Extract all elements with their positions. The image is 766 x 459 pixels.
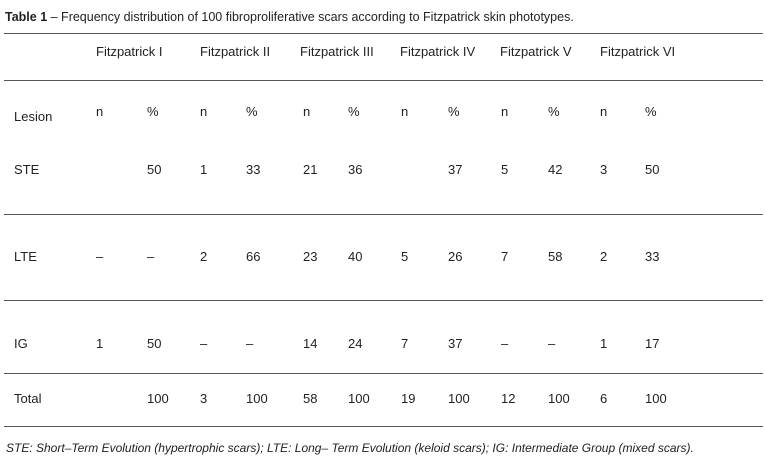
cell-percent: 100 xyxy=(645,391,667,406)
subheader-n: n xyxy=(303,104,311,119)
cell-percent: 33 xyxy=(645,249,660,264)
cell-n: 6 xyxy=(600,391,608,406)
cell-n: – xyxy=(200,336,208,351)
column-header-phototype: Fitzpatrick VI xyxy=(600,44,676,59)
column-header-phototype: Fitzpatrick II xyxy=(200,44,271,59)
subheader-n: n xyxy=(501,104,509,119)
total-top-rule xyxy=(4,373,763,374)
table-caption: Table 1 – Frequency distribution of 100 … xyxy=(5,10,574,24)
cell-percent: 37 xyxy=(448,336,463,351)
cell-n: 7 xyxy=(401,336,409,351)
cell-percent: – xyxy=(246,336,254,351)
table-bottom-rule xyxy=(4,426,763,427)
table-footnote: STE: Short–Term Evolution (hypertrophic … xyxy=(6,441,694,455)
cell-percent: 100 xyxy=(246,391,268,406)
cell-n: 5 xyxy=(501,162,509,177)
cell-n: 7 xyxy=(501,249,509,264)
cell-percent: 33 xyxy=(246,162,261,177)
row-label: LTE xyxy=(14,249,37,264)
subheader-n: n xyxy=(96,104,104,119)
cell-percent: 42 xyxy=(548,162,563,177)
cell-percent: 40 xyxy=(348,249,363,264)
subheader-n: n xyxy=(401,104,409,119)
subheader-percent: % xyxy=(246,104,258,119)
cell-n: 2 xyxy=(200,249,208,264)
cell-percent: 100 xyxy=(448,391,470,406)
subheader-n: n xyxy=(200,104,208,119)
row-label: Total xyxy=(14,391,42,406)
cell-percent: – xyxy=(147,249,155,264)
cell-percent: 58 xyxy=(548,249,563,264)
cell-percent: 26 xyxy=(448,249,463,264)
cell-n: 14 xyxy=(303,336,318,351)
subheader-n: n xyxy=(600,104,608,119)
cell-n: – xyxy=(96,249,104,264)
row-divider xyxy=(4,300,763,301)
cell-percent: 24 xyxy=(348,336,363,351)
cell-percent: 50 xyxy=(645,162,660,177)
cell-percent: 100 xyxy=(548,391,570,406)
table-caption-label: Table 1 xyxy=(5,10,48,24)
cell-n: 23 xyxy=(303,249,318,264)
cell-n: 58 xyxy=(303,391,318,406)
cell-n: 3 xyxy=(200,391,208,406)
header-bottom-rule xyxy=(4,80,763,81)
column-header-phototype: Fitzpatrick V xyxy=(500,44,572,59)
cell-n: 2 xyxy=(600,249,608,264)
cell-percent: – xyxy=(548,336,556,351)
row-divider xyxy=(4,214,763,215)
cell-n: 21 xyxy=(303,162,318,177)
cell-percent: 36 xyxy=(348,162,363,177)
column-header-phototype: Fitzpatrick I xyxy=(96,44,163,59)
subheader-percent: % xyxy=(147,104,159,119)
table-top-rule xyxy=(4,33,763,34)
subheader-percent: % xyxy=(548,104,560,119)
cell-n: 1 xyxy=(600,336,608,351)
cell-n: 5 xyxy=(401,249,409,264)
column-header-phototype: Fitzpatrick III xyxy=(300,44,374,59)
subheader-percent: % xyxy=(348,104,360,119)
subheader-percent: % xyxy=(448,104,460,119)
column-header-phototype: Fitzpatrick IV xyxy=(400,44,476,59)
cell-n: 3 xyxy=(600,162,608,177)
table-caption-text: – Frequency distribution of 100 fibropro… xyxy=(47,10,574,24)
row-header-lesion: Lesion xyxy=(14,109,53,124)
cell-percent: 100 xyxy=(348,391,370,406)
cell-percent: 66 xyxy=(246,249,261,264)
subheader-percent: % xyxy=(645,104,657,119)
cell-percent: 37 xyxy=(448,162,463,177)
cell-n: 1 xyxy=(200,162,208,177)
cell-percent: 17 xyxy=(645,336,660,351)
cell-n: 1 xyxy=(96,336,104,351)
cell-percent: 100 xyxy=(147,391,169,406)
cell-n: 12 xyxy=(501,391,516,406)
cell-n: 19 xyxy=(401,391,416,406)
cell-percent: 50 xyxy=(147,336,162,351)
row-label: IG xyxy=(14,336,28,351)
cell-percent: 50 xyxy=(147,162,162,177)
cell-n: – xyxy=(501,336,509,351)
row-label: STE xyxy=(14,162,40,177)
